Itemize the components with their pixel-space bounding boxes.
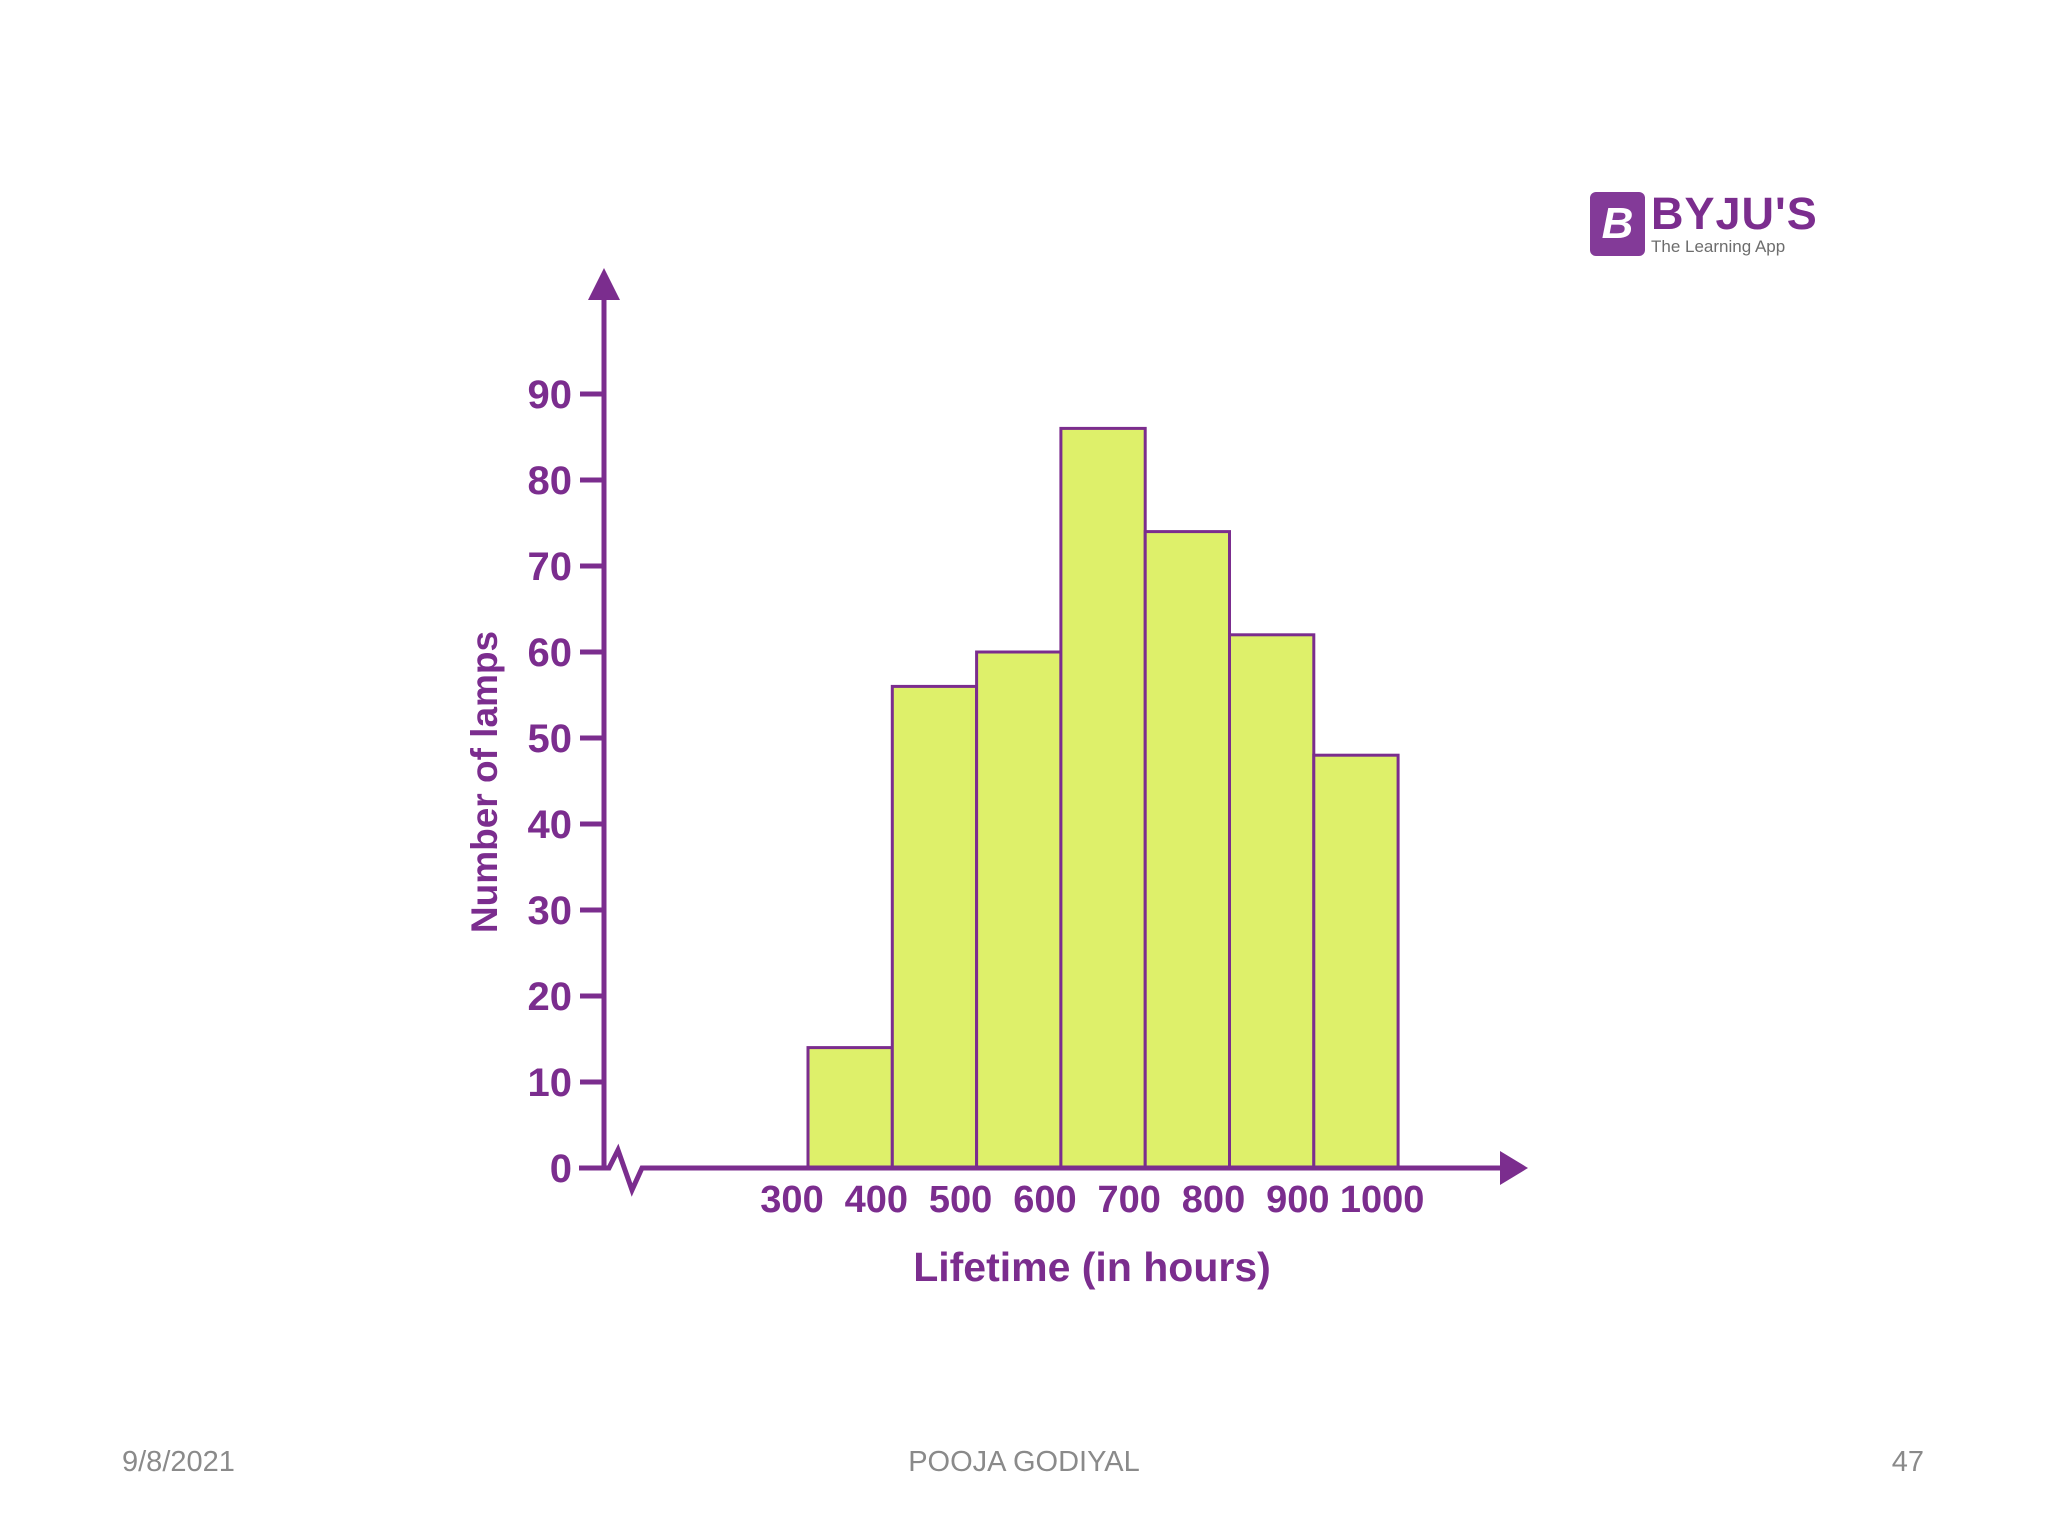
x-tick-label: 400	[845, 1179, 908, 1221]
y-tick-label: 0	[550, 1147, 572, 1191]
bars-layer	[806, 426, 1400, 1170]
y-tick-label: 30	[528, 889, 573, 933]
x-tick-label: 600	[1013, 1179, 1076, 1221]
x-axis-title: Lifetime (in hours)	[913, 1244, 1271, 1290]
ticks-layer: 0 10 20 30 40 50 60 70 80 90 300 400 500 600 700 800 900…	[528, 373, 1425, 1221]
y-tick-label: 40	[528, 803, 573, 847]
logo-text: BYJU'S The Learning App	[1651, 188, 1818, 256]
histogram-bar	[1312, 753, 1400, 1170]
histogram-bar	[890, 684, 979, 1170]
y-tick-label: 70	[528, 545, 573, 589]
histogram-bar	[1059, 426, 1147, 1170]
logo-badge-letter: B	[1601, 199, 1634, 248]
x-tick-label: 800	[1182, 1179, 1245, 1221]
histogram-bar	[1228, 633, 1316, 1170]
y-axis-arrowhead	[588, 268, 620, 300]
page-number: 47	[1891, 1446, 1924, 1478]
x-axis-arrowhead	[1500, 1151, 1528, 1185]
x-tick-label: 300	[760, 1179, 823, 1221]
byjus-logo: B BYJU'S The Learning App	[1590, 190, 1818, 258]
logo-badge: B	[1590, 192, 1645, 256]
x-tick-label: 700	[1097, 1179, 1160, 1221]
y-tick-label: 60	[528, 631, 573, 675]
y-axis-title: Number of lamps	[464, 631, 505, 933]
y-tick-label: 90	[528, 373, 573, 417]
footer-author: POOJA GODIYAL	[908, 1446, 1140, 1478]
y-tick-label: 80	[528, 459, 573, 503]
logo-name: BYJU'S	[1651, 188, 1818, 239]
footer-date: 9/8/2021	[122, 1446, 235, 1478]
logo-tagline: The Learning App	[1651, 237, 1786, 256]
x-tick-label: 500	[929, 1179, 992, 1221]
y-tick-label: 10	[528, 1061, 573, 1105]
x-tick-label: 900	[1266, 1179, 1329, 1221]
histogram-bar	[1143, 530, 1231, 1170]
histogram-bar	[975, 650, 1063, 1170]
histogram-bar	[806, 1046, 894, 1170]
y-tick-label: 20	[528, 975, 573, 1019]
x-tick-label: 1000	[1340, 1179, 1425, 1221]
y-tick-label: 50	[528, 717, 573, 761]
